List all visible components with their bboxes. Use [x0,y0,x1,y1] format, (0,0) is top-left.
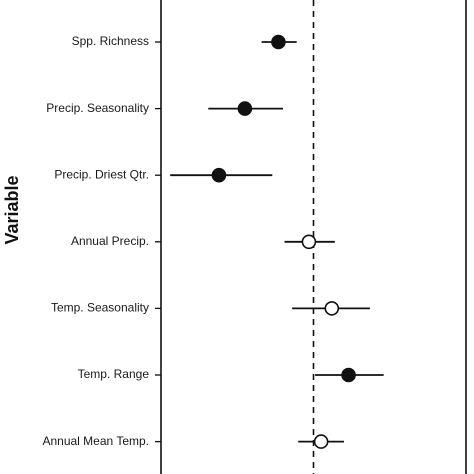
y-axis-ticks [155,41,161,443]
estimate-point-filled [237,101,253,116]
y-tick-label: Annual Precip. [71,234,149,248]
y-tick-label: Spp. Richness [72,34,149,48]
y-tick-label: Temp. Seasonality [51,301,149,315]
y-tick-label: Annual Mean Temp. [42,434,149,448]
estimate-point-open [313,434,329,449]
estimate-point-open [324,301,340,316]
y-axis-tick-labels: Spp. Richness Precip. Seasonality Precip. … [42,34,149,448]
y-tick-label: Precip. Driest Qtr. [54,167,149,181]
estimate-point-filled [271,34,286,50]
y-tick-label: Temp. Range [78,367,150,381]
y-axis-title: Variable [2,175,22,244]
estimate-point-open [301,234,317,250]
estimate-point-filled [341,367,356,383]
estimate-marks [170,34,384,449]
estimate-point-filled [211,167,227,183]
y-tick-label: Precip. Seasonality [46,101,149,115]
